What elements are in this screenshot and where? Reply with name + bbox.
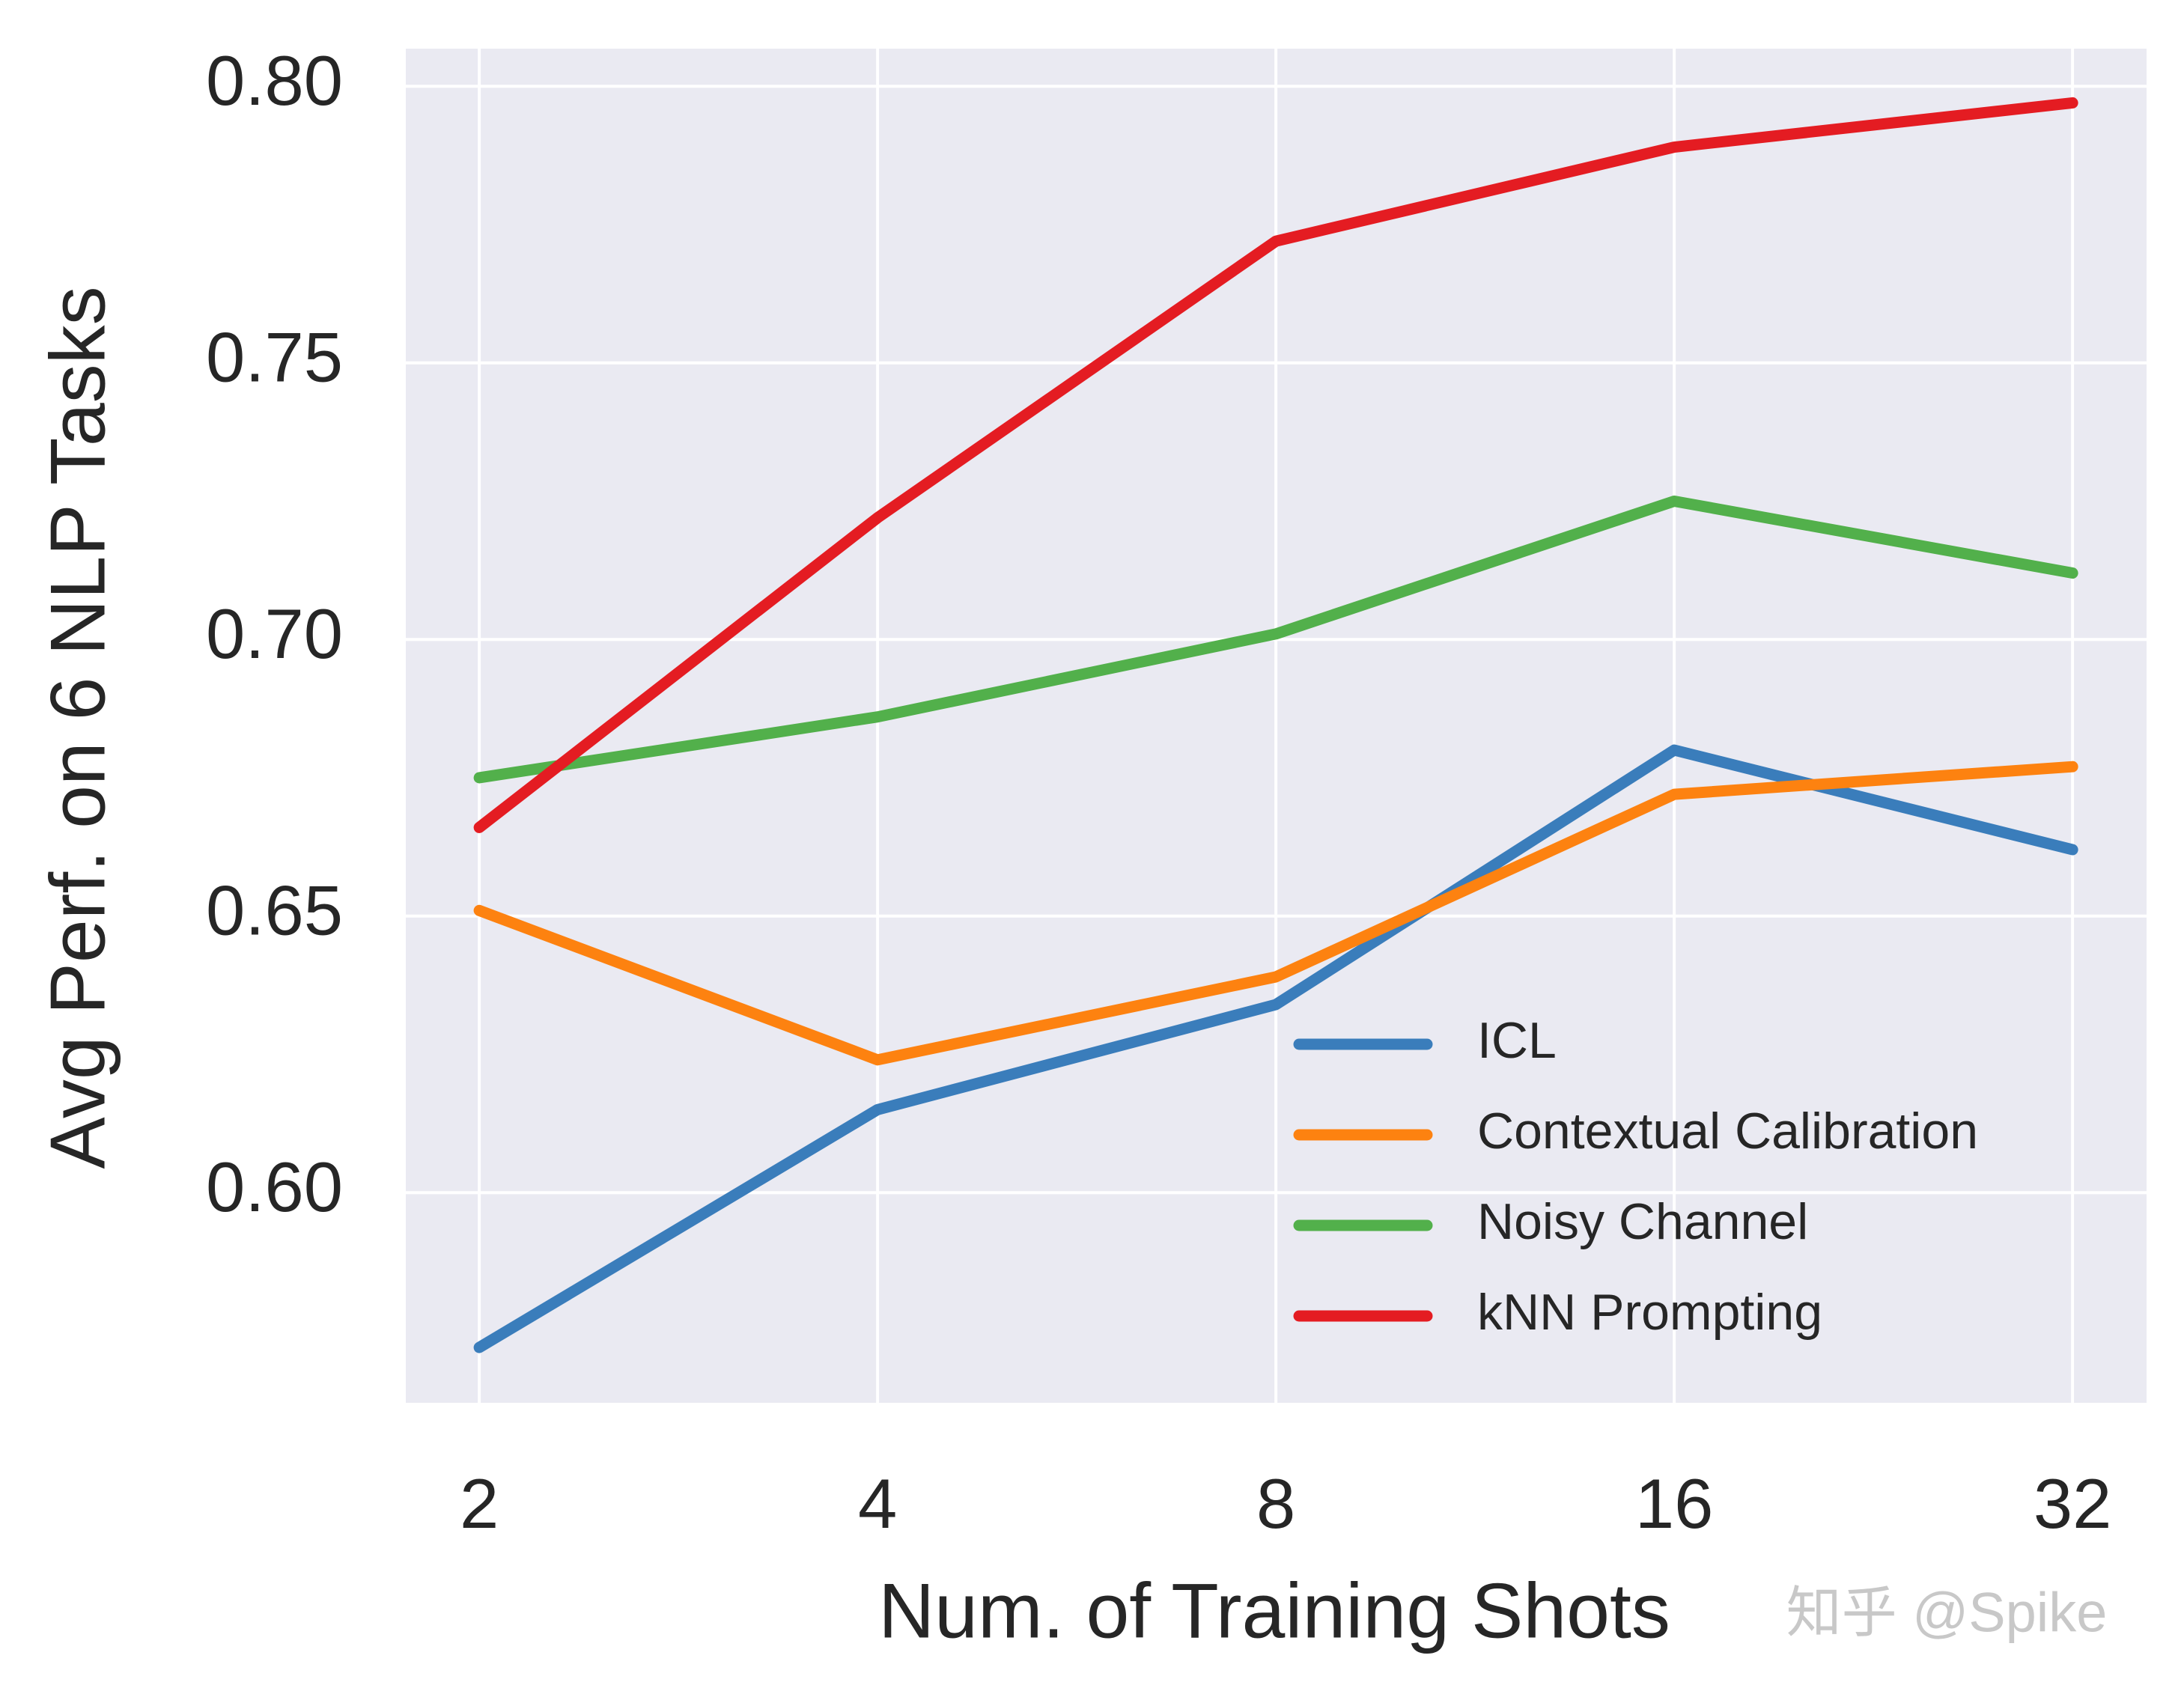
- y-axis-label: Avg Perf. on 6 NLP Tasks: [34, 286, 121, 1169]
- x-axis-label: Num. of Training Shots: [878, 1568, 1670, 1654]
- legend-label: Contextual Calibration: [1477, 1103, 1978, 1160]
- series-line: [473, 97, 2078, 833]
- series-line: [473, 495, 2078, 784]
- x-tick-label: 32: [2034, 1464, 2112, 1543]
- legend: ICL Contextual Calibration Noisy Channel kN…: [1293, 1012, 1978, 1341]
- legend-label: Noisy Channel: [1477, 1193, 1808, 1250]
- x-tick-label: 16: [1635, 1464, 1714, 1543]
- y-tick-label: 0.80: [206, 41, 343, 120]
- x-tick-label: 8: [1256, 1464, 1295, 1543]
- marks: [473, 97, 2078, 1353]
- y-tick-label: 0.75: [206, 318, 343, 397]
- x-tick-label: 2: [460, 1464, 499, 1543]
- y-tick-label: 0.65: [206, 871, 343, 950]
- legend-label: ICL: [1477, 1012, 1557, 1069]
- y-tick-label: 0.60: [206, 1148, 343, 1226]
- watermark: 知乎 @Spike: [1786, 1582, 2108, 1644]
- series-line: [473, 761, 2078, 1066]
- x-tick-label: 4: [858, 1464, 897, 1543]
- y-tick-label: 0.70: [206, 594, 343, 673]
- legend-label: kNN Prompting: [1477, 1284, 1822, 1341]
